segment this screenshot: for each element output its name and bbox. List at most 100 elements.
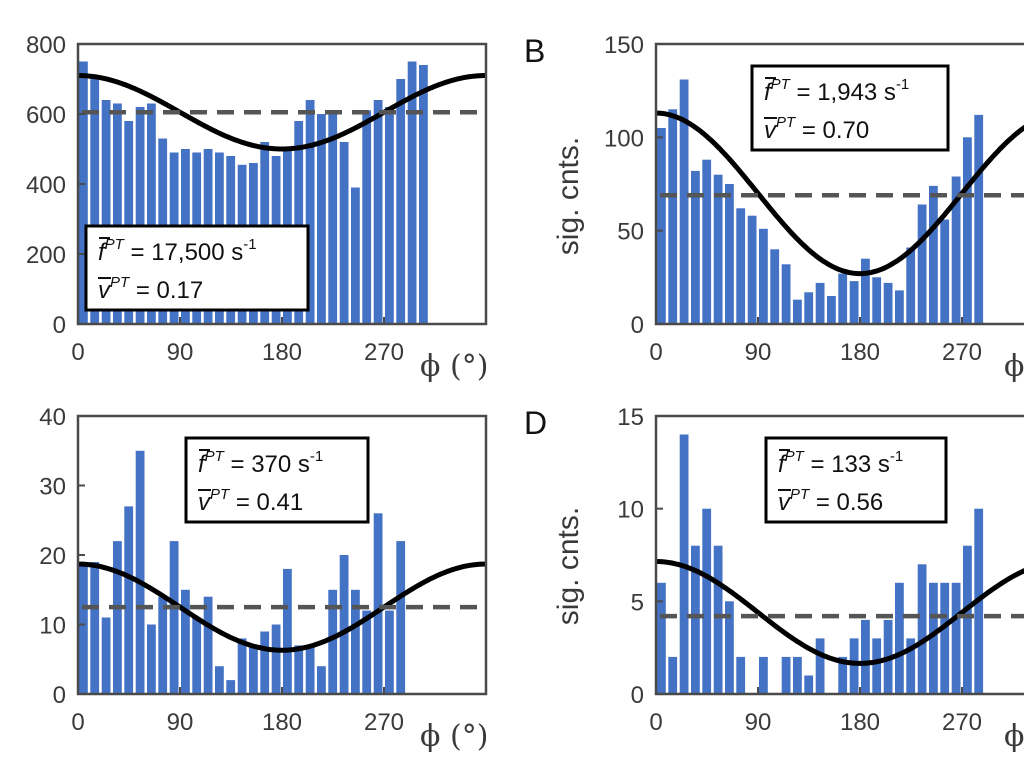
cosine-fit-line (78, 73, 486, 152)
histogram-bar (838, 656, 848, 694)
v-value: 0.17 (157, 277, 204, 304)
y-tick-label: 0 (631, 312, 644, 339)
histogram-bar (79, 61, 88, 324)
histogram-bar (940, 219, 950, 324)
y-tick-label: 800 (26, 32, 66, 59)
x-axis-label: ϕ (°) (420, 349, 488, 384)
y-tick-label: 400 (26, 172, 66, 199)
x-tick-label: 180 (262, 709, 302, 736)
x-tick-label: 270 (364, 709, 404, 736)
f-exponent: -1 (890, 448, 903, 465)
histogram-bar (124, 121, 134, 324)
panel-c: 0 10 20 30 40 0 90 180 270 ϕ (°) fPT = 370 s-1 … (39, 404, 488, 754)
histogram-bar (917, 204, 927, 324)
histogram-bar (158, 596, 168, 694)
y-tick-label: 0 (53, 312, 66, 339)
x-tick-label: 0 (71, 339, 84, 366)
histogram-bar (668, 656, 678, 694)
histogram-bar (793, 299, 802, 324)
histogram-bar (396, 79, 406, 324)
histogram-bar (691, 545, 700, 694)
histogram-bar (759, 656, 768, 694)
histogram-bar (736, 656, 746, 694)
histogram-bar (396, 541, 406, 694)
annotation-box: fPT = 17,500 s-1 vPT = 0.17 (84, 224, 310, 312)
f-exponent: -1 (243, 236, 256, 253)
y-tick-label: 20 (39, 543, 66, 570)
histogram-bar (249, 645, 258, 694)
panel-label: D (524, 405, 547, 441)
histogram-bar (79, 562, 88, 694)
histogram-bar (339, 142, 349, 324)
histogram-bar (101, 617, 111, 694)
f-value: 133 s (831, 451, 890, 478)
y-tick-label: 40 (39, 404, 66, 431)
y-axis-label: sig. cnts. (552, 507, 585, 625)
histogram-bar (181, 589, 190, 695)
histogram-bar (895, 290, 904, 324)
panel-label: B (524, 33, 545, 69)
histogram-bar (147, 624, 156, 694)
histogram-bar (226, 680, 236, 694)
f-value: 1,943 s (817, 79, 896, 106)
histogram-bar (747, 215, 757, 324)
histogram-bar (385, 107, 394, 324)
histogram-bar (237, 638, 247, 694)
histogram-bar (929, 185, 938, 324)
histogram-bar (305, 645, 315, 694)
histogram-bar (668, 109, 678, 324)
f-exponent: -1 (310, 448, 323, 465)
y-tick-label: 10 (39, 613, 66, 640)
histogram-bar (804, 675, 814, 694)
y-tick-labels: 0 5 10 15 (617, 404, 663, 709)
x-axis-label: ϕ (1004, 349, 1024, 384)
v-annotation: vPT = 0.41 (198, 486, 303, 516)
histogram-bar (362, 110, 372, 324)
f-annotation: fPT = 1,943 s-1 (764, 76, 909, 106)
histogram-bar (725, 184, 734, 324)
y-tick-label: 150 (604, 32, 644, 59)
y-tick-label: 0 (53, 682, 66, 709)
histogram-bar (951, 582, 961, 694)
annotation-frame (184, 436, 370, 524)
x-tick-label: 270 (942, 709, 982, 736)
histogram-bar (317, 114, 326, 324)
y-tick-label: 50 (617, 219, 644, 246)
histogram-bar (929, 582, 938, 694)
bars-group (657, 79, 984, 325)
histogram-bar (192, 617, 202, 694)
histogram-bar (135, 107, 145, 324)
histogram-bar (736, 208, 746, 324)
y-tick-labels: 0 10 20 30 40 (39, 404, 85, 709)
x-tick-label: 270 (942, 339, 982, 366)
y-tick-labels: 0 50 100 150 (604, 32, 663, 339)
histogram-bar (849, 281, 859, 324)
histogram-bar (113, 103, 122, 324)
v-value: 0.70 (823, 117, 870, 144)
x-tick-label: 90 (167, 339, 194, 366)
x-tick-labels: 0 90 180 270 (649, 317, 982, 366)
histogram-bar (203, 596, 213, 694)
x-tick-labels: 0 90 180 270 (649, 687, 982, 736)
y-tick-label: 15 (617, 404, 644, 431)
y-tick-label: 200 (26, 242, 66, 269)
y-tick-label: 600 (26, 102, 66, 129)
histogram-bar (271, 624, 281, 694)
annotation-box: fPT = 133 s-1 vPT = 0.56 (764, 436, 948, 524)
annotation-box: fPT = 1,943 s-1 vPT = 0.70 (750, 64, 950, 152)
histogram-bar (90, 562, 100, 694)
x-tick-label: 0 (71, 709, 84, 736)
y-axis-label: sig. cnts. (552, 137, 585, 255)
histogram-bar (657, 582, 666, 694)
histogram-bar (113, 541, 122, 694)
histogram-bar (883, 282, 893, 324)
v-annotation: vPT = 0.70 (764, 114, 869, 144)
x-tick-labels: 0 90 180 270 (71, 687, 404, 736)
panel-d: D sig. cnts. 0 5 10 15 0 90 180 270 ϕ fPT = 13… (524, 404, 1024, 754)
histogram-bar (838, 273, 848, 324)
histogram-bar (147, 103, 156, 324)
histogram-bar (804, 292, 814, 324)
histogram-bar (770, 249, 780, 324)
